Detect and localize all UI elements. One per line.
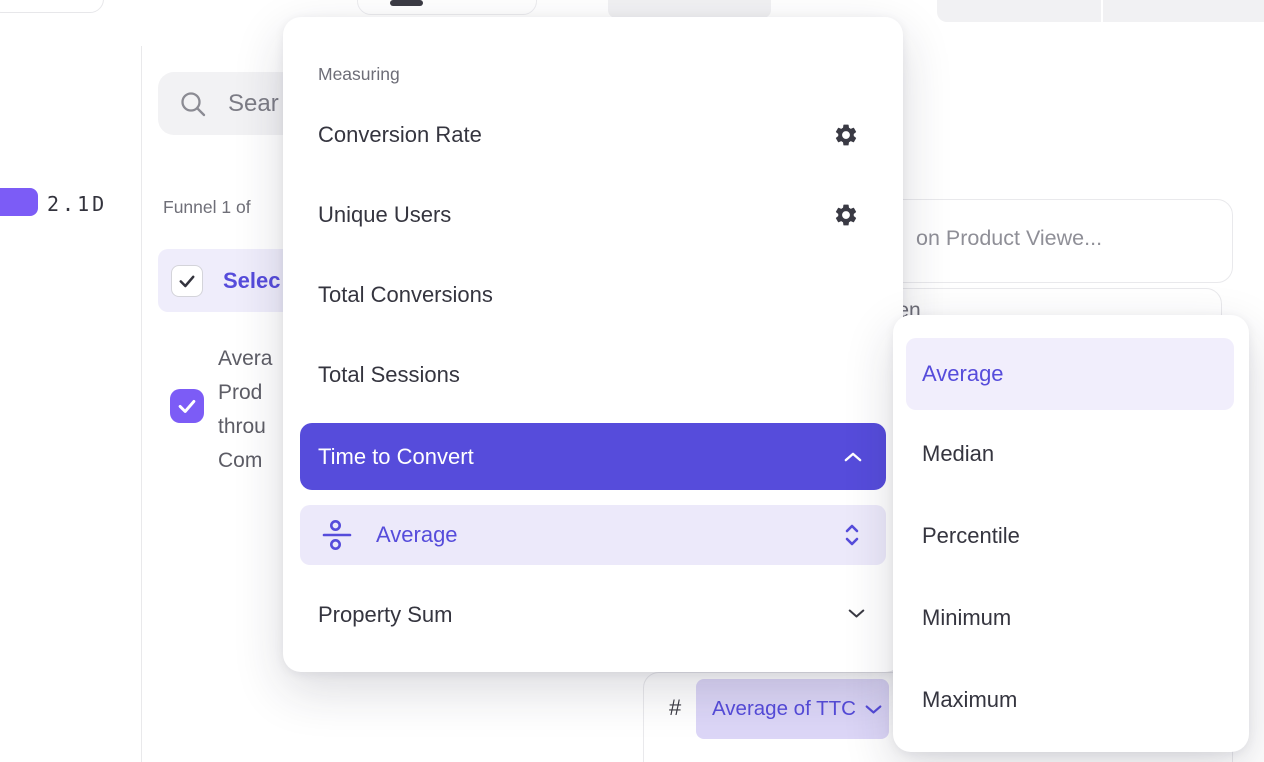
search-icon — [181, 91, 206, 116]
menu-item-unique-users[interactable]: Unique Users — [318, 202, 452, 227]
menu-item-conversion-rate[interactable]: Conversion Rate — [318, 122, 482, 147]
toolbar-block[interactable] — [608, 0, 771, 18]
agg-item-maximum[interactable]: Maximum — [922, 687, 1018, 712]
gear-icon[interactable] — [833, 202, 859, 228]
chart-icon — [390, 0, 423, 6]
chevron-up-down-icon — [845, 524, 859, 546]
check-icon — [179, 275, 195, 287]
toolbar-button[interactable] — [357, 0, 537, 15]
menu-item-time-to-convert-selected[interactable]: Time to Convert — [300, 423, 886, 490]
step2-checkbox-checked[interactable] — [170, 389, 204, 423]
step2-line: Avera — [218, 347, 273, 370]
check-icon — [178, 399, 196, 413]
funnel-bar-value: 2.1D — [47, 192, 108, 216]
segment-divider — [1101, 0, 1103, 22]
segmented-control[interactable] — [937, 0, 1264, 22]
panel-divider — [141, 46, 142, 762]
measuring-dropdown: Measuring Conversion Rate Unique Users T… — [283, 17, 903, 672]
ttc-aggregation-selector[interactable]: Average — [300, 505, 886, 565]
step2-description: Avera Prod throu Com — [218, 342, 272, 478]
chevron-down-icon — [865, 704, 882, 714]
funnel-breadcrumb: Funnel 1 of — [163, 197, 251, 217]
chevron-down-icon — [848, 609, 865, 618]
search-placeholder: Sear — [228, 89, 279, 117]
top-left-card-fragment — [0, 0, 104, 13]
number-type-icon: # — [669, 695, 682, 720]
funnel-bar — [0, 188, 38, 216]
aggregation-dropdown: Average Median Percentile Minimum Maximu… — [893, 315, 1249, 752]
step2-line: Com — [218, 449, 263, 472]
ttc-aggregation-label: Average — [376, 522, 458, 547]
step2-line: Prod — [218, 381, 263, 404]
agg-item-average-selected[interactable]: Average — [906, 338, 1234, 410]
metric-selector-label: Average of TTC — [712, 697, 856, 720]
menu-item-total-conversions[interactable]: Total Conversions — [318, 282, 493, 307]
average-divide-icon — [320, 518, 354, 552]
chevron-up-icon — [844, 452, 862, 461]
metric-selector-dropdown[interactable]: Average of TTC — [696, 679, 889, 739]
gear-icon[interactable] — [833, 122, 859, 148]
time-to-convert-label: Time to Convert — [318, 443, 474, 469]
agg-item-minimum[interactable]: Minimum — [922, 605, 1012, 630]
agg-item-percentile[interactable]: Percentile — [922, 523, 1020, 548]
measuring-header: Measuring — [318, 64, 400, 84]
menu-item-total-sessions[interactable]: Total Sessions — [318, 362, 460, 387]
step2-line: throu — [218, 415, 266, 438]
agg-item-median[interactable]: Median — [922, 441, 995, 466]
menu-item-property-sum[interactable]: Property Sum — [318, 602, 453, 627]
event-step-label: on Product Viewe... — [916, 226, 1103, 250]
agg-average-label: Average — [922, 361, 1004, 386]
step-label: Selec — [223, 267, 281, 293]
step-checkbox-checked[interactable] — [171, 264, 203, 297]
